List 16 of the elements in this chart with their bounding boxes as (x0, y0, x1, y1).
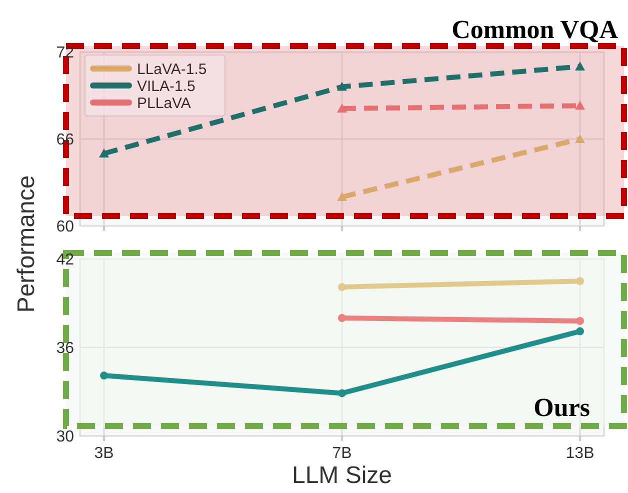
y-tick-label: 42 (56, 252, 74, 269)
y-axis-title: Performance (13, 175, 40, 313)
text: Ours (534, 393, 590, 422)
legend-label: PLLaVA (137, 94, 191, 112)
y-tick-label: 36 (56, 340, 74, 358)
chart-title: Common VQA (452, 15, 618, 44)
y-tick-label: 30 (56, 428, 74, 446)
y-tick-label: 66 (56, 132, 74, 149)
legend-label: VILA-1.5 (137, 78, 196, 95)
x-tick-label: 7B (332, 445, 352, 462)
y-tick-label: 60 (56, 218, 74, 236)
x-tick-label: 3B (94, 445, 114, 462)
y-tick-label: 72 (56, 44, 74, 62)
x-tick-label: 13B (566, 445, 594, 462)
legend-label: LLaVA-1.5 (137, 60, 207, 78)
x-axis-title: LLM Size (292, 462, 392, 489)
